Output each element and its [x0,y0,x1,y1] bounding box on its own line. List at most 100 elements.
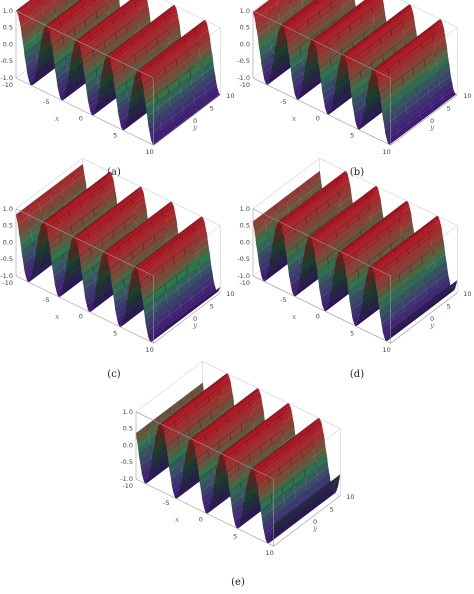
x-axis-label: x [55,312,60,321]
surface-patch [255,420,268,431]
surface-patch [88,181,101,192]
surface-patch [397,119,410,132]
surface-patch [139,219,152,231]
surface-patch [270,244,283,259]
surface-patch [70,2,83,15]
surface-patch [128,228,141,240]
surface-patch [193,222,206,236]
surface-patch [125,116,138,129]
surface-patch [92,195,105,210]
surface-patch [146,250,159,260]
surface-patch [174,312,187,324]
surface-patch [399,317,412,330]
surface-patch [163,269,176,285]
surface-patch [345,51,358,64]
surface-patch [195,393,208,406]
surface-patch [202,494,215,508]
surface-patch [423,262,436,278]
surface-patch [42,1,55,16]
surface-patch [185,108,198,119]
surface-patch [127,103,140,118]
surface-patch [183,235,196,249]
surface-patch [314,446,327,462]
surface-patch [168,301,181,315]
surface-patch [147,469,160,481]
surface-patch [74,26,87,42]
surface-patch [62,182,75,197]
surface-patch [83,280,96,295]
surface-patch [335,171,348,182]
surface-patch [148,464,161,478]
surface-patch [397,254,410,269]
surface-patch [183,399,196,411]
surface-patch [417,27,430,37]
surface-patch [274,43,287,58]
surface-patch [110,266,123,282]
y-tick-label: 5 [447,302,451,310]
surface-patch [351,302,364,316]
surface-patch [342,245,355,258]
surface-patch [56,208,69,220]
surface-patch [81,44,94,59]
surface-patch [44,63,57,75]
surface-patch [153,437,166,452]
surface-patch [328,474,341,488]
surface-patch [153,14,166,26]
surface-patch [152,277,165,293]
surface-patch [288,199,301,216]
surface-patch [122,264,135,281]
y-tick-label: 5 [210,104,214,112]
surface-patch [256,21,269,36]
surface-patch [317,482,330,497]
surface-patch [391,300,404,316]
surface-patch [194,391,208,403]
surface-patch [67,248,80,263]
surface-patch [389,287,402,303]
surface-patch [252,414,265,430]
surface-patch [323,23,336,33]
surface-patch [265,2,278,16]
surface-patch [41,259,54,272]
surface-patch [281,16,294,26]
surface-patch [208,392,221,407]
surface-patch [271,60,284,74]
surface-patch [377,73,390,88]
surface-patch [419,29,432,41]
surface-patch [350,296,363,311]
surface-patch [167,444,180,460]
surface-patch [419,102,432,115]
surface-patch [162,418,175,431]
surface-patch [358,1,371,13]
surface-patch [209,455,222,471]
surface-patch [314,34,327,47]
surface-patch [132,307,145,318]
y-tick-label: 0 [193,117,197,125]
surface-patch [402,74,415,90]
surface-patch [295,483,308,499]
surface-patch [295,223,308,238]
surface-patch [378,238,391,254]
surface-patch [33,254,46,268]
surface-patch [436,273,449,288]
surface-patch [383,111,396,127]
surface-patch [280,411,293,425]
surface-patch [272,500,285,516]
surface-patch [425,215,438,225]
surface-patch [222,445,235,456]
surface-patch [375,220,388,232]
surface-patch [307,276,320,287]
surface-patch [231,496,244,511]
surface-patch [135,0,148,12]
surface-patch [30,4,43,19]
surface-patch [299,433,312,447]
surface-patch [283,507,296,522]
surface-patch [298,88,311,99]
surface-patch [356,0,366,7]
surface-patch [408,37,421,49]
surface-patch [433,102,446,111]
surface-patch [336,175,349,188]
surface-patch [345,6,358,16]
surface-patch [220,489,233,502]
z-tick-label: 1.0 [3,7,13,15]
surface-patch [414,73,427,89]
